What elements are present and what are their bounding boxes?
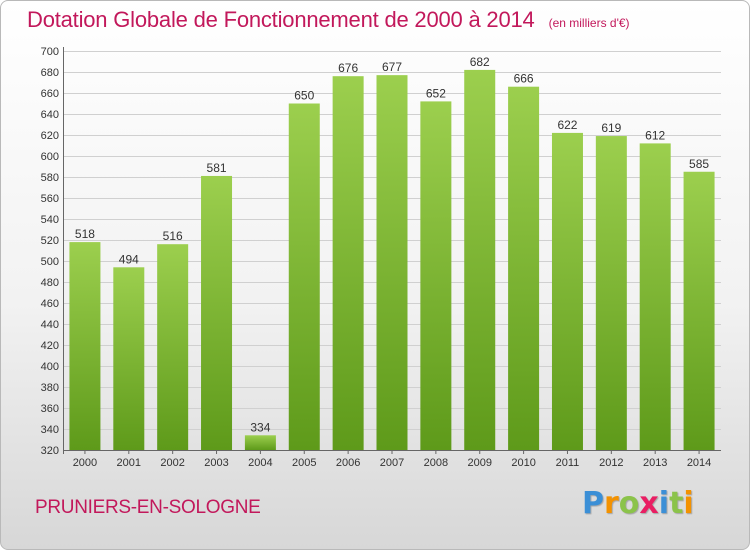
x-tick-label: 2002	[160, 457, 184, 469]
y-tick-label: 400	[41, 361, 59, 373]
bar-2002[interactable]	[157, 244, 189, 450]
data-label: 676	[338, 61, 358, 75]
data-label: 585	[689, 157, 709, 171]
data-label: 666	[514, 72, 534, 86]
bar-2000[interactable]	[69, 242, 101, 450]
bar-2010[interactable]	[508, 86, 540, 450]
logo-letter: t	[669, 486, 684, 521]
y-tick-label: 380	[41, 382, 59, 394]
x-tick-label: 2009	[467, 457, 491, 469]
data-label: 682	[470, 55, 490, 69]
commune-name: PRUNIERS-EN-SOLOGNE	[35, 497, 261, 518]
bar-2009[interactable]	[464, 69, 496, 451]
label-layer: 518 2000 494 2001 516 2002 581 2003 334 2004 650 20…	[73, 55, 712, 469]
bar-layer	[69, 69, 715, 451]
x-tick-label: 2007	[380, 457, 404, 469]
bar-2006[interactable]	[332, 76, 364, 450]
data-label: 650	[294, 89, 314, 103]
y-tick-label: 500	[41, 256, 59, 268]
x-tick-label: 2012	[599, 457, 623, 469]
y-tick-label: 700	[41, 46, 59, 58]
bar-2014[interactable]	[683, 171, 715, 450]
y-tick-label: 640	[41, 109, 59, 121]
y-tick-label: 620	[41, 130, 59, 142]
bar-2013[interactable]	[639, 143, 671, 450]
data-label: 652	[426, 86, 446, 100]
x-tick-label: 2013	[643, 457, 667, 469]
x-tick-label: 2011	[556, 457, 580, 469]
y-tick-label: 680	[41, 67, 59, 79]
data-label: 518	[75, 227, 95, 241]
logo-letter: i	[683, 486, 694, 521]
bar-2001[interactable]	[113, 267, 145, 450]
y-tick-label: 580	[41, 172, 59, 184]
y-tick-label: 320	[41, 445, 59, 457]
data-label: 677	[382, 60, 402, 74]
bar-2011[interactable]	[551, 132, 583, 450]
y-tick-label: 480	[41, 277, 59, 289]
data-label: 612	[645, 128, 665, 142]
title-line: Dotation Globale de Fonctionnement de 20…	[27, 7, 630, 33]
data-label: 581	[207, 161, 227, 175]
bar-2005[interactable]	[288, 103, 320, 451]
y-tick-label: 340	[41, 424, 59, 436]
x-tick-label: 2014	[687, 457, 711, 469]
bar-2007[interactable]	[376, 75, 408, 451]
x-tick-label: 2005	[292, 457, 316, 469]
x-tick-label: 2003	[204, 457, 228, 469]
y-tick-label: 520	[41, 235, 59, 247]
proxiti-logo[interactable]: Proxiti	[582, 486, 694, 521]
bar-2012[interactable]	[595, 136, 627, 451]
x-tick-label: 2001	[117, 457, 141, 469]
logo-letter: r	[604, 486, 619, 521]
logo-letter: o	[618, 486, 640, 521]
data-label: 622	[557, 118, 577, 132]
y-tick-label: 440	[41, 319, 59, 331]
logo-letter: i	[658, 486, 670, 521]
y-tick-label: 560	[41, 193, 59, 205]
data-label: 494	[119, 252, 139, 266]
y-tick-label: 660	[41, 88, 59, 100]
y-tick-label: 460	[41, 298, 59, 310]
chart-title: Dotation Globale de Fonctionnement de 20…	[27, 7, 535, 32]
y-tick-label: 360	[41, 403, 59, 415]
x-tick-label: 2006	[336, 457, 360, 469]
y-tick-label: 540	[41, 214, 59, 226]
logo-letter: P	[582, 486, 604, 521]
x-tick-label: 2008	[424, 457, 448, 469]
x-tick-label: 2000	[73, 457, 97, 469]
bar-2003[interactable]	[201, 175, 233, 450]
logo-letter: x	[639, 486, 659, 521]
x-tick-label: 2010	[511, 457, 535, 469]
y-tick-label: 600	[41, 151, 59, 163]
x-tick-label: 2004	[248, 457, 272, 469]
chart-unit: (en milliers d'€)	[548, 16, 630, 30]
axis-layer: 320 340 360 380 400 420 440 460 480 500 520 540 560 5…	[41, 46, 721, 457]
data-label: 516	[163, 229, 183, 243]
y-tick-label: 420	[41, 340, 59, 352]
bar-2008[interactable]	[420, 101, 452, 451]
bar-2004[interactable]	[244, 435, 276, 450]
data-label: 334	[250, 420, 270, 434]
data-label: 619	[601, 121, 621, 135]
